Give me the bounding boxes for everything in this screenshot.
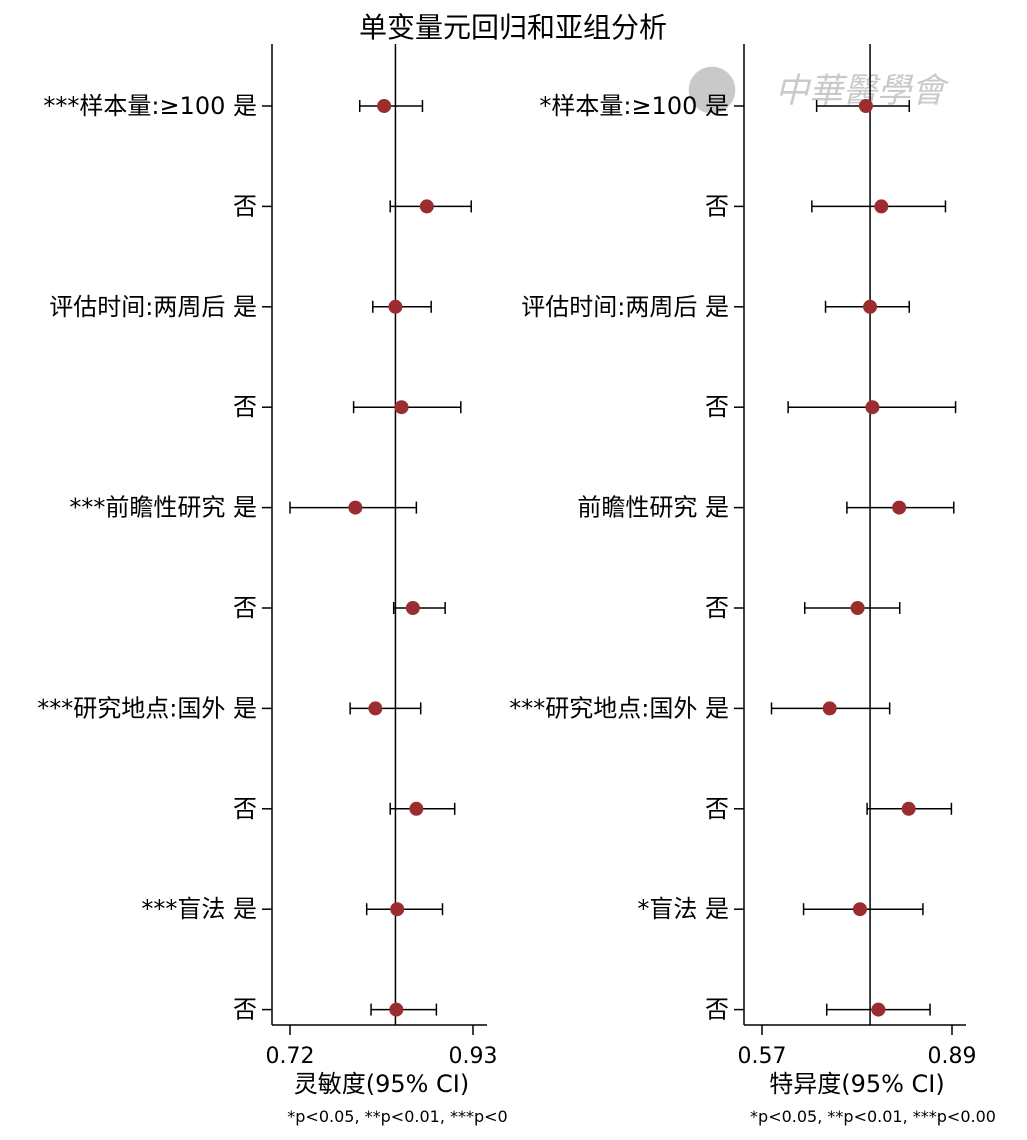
x-axis-label: 特异度(95% CI): [769, 1070, 945, 1098]
significance-footnote: *p<0.05, **p<0.01, ***p<0: [287, 1107, 507, 1126]
point-estimate: [405, 601, 420, 615]
row-label: 否: [233, 795, 257, 823]
row-label: 否: [233, 393, 257, 421]
row-label: 否: [705, 393, 729, 421]
point-estimate: [874, 199, 889, 214]
point-estimate: [865, 400, 880, 415]
point-estimate: [390, 902, 405, 917]
point-estimate: [850, 601, 865, 615]
point-estimate: [871, 1002, 886, 1017]
row-label: 否: [705, 594, 729, 622]
point-estimate: [822, 701, 837, 716]
point-estimate: [348, 500, 363, 515]
row-label: 否: [705, 996, 729, 1024]
point-estimate: [368, 701, 383, 716]
row-label: 评估时间:两周后 是: [521, 293, 729, 321]
row-label: 否: [233, 996, 257, 1024]
chart-title: 单变量元回归和亚组分析: [359, 11, 667, 44]
row-label: ***研究地点:国外 是: [37, 694, 257, 722]
row-label: ***前瞻性研究 是: [69, 494, 257, 522]
x-tick-label: 0.89: [928, 1044, 977, 1069]
watermark-seal-inner-icon: [697, 75, 727, 105]
point-estimate: [892, 500, 907, 515]
significance-footnote: *p<0.05, **p<0.01, ***p<0.00: [750, 1107, 996, 1126]
point-estimate: [419, 199, 434, 214]
x-tick-label: 0.57: [738, 1044, 787, 1069]
row-label: ***盲法 是: [141, 895, 257, 923]
watermark-seal-icon: [688, 66, 736, 114]
point-estimate: [858, 99, 873, 113]
x-tick-label: 0.93: [449, 1044, 498, 1069]
point-estimate: [901, 801, 916, 816]
row-label: 前瞻性研究 是: [577, 494, 729, 522]
row-label: 否: [705, 795, 729, 823]
row-label: ***研究地点:国外 是: [509, 694, 729, 722]
row-label: 否: [233, 594, 257, 622]
point-estimate: [389, 1002, 404, 1017]
point-estimate: [852, 902, 867, 917]
row-label: 评估时间:两周后 是: [49, 293, 257, 321]
x-axis-label: 灵敏度(95% CI): [294, 1070, 470, 1098]
point-estimate: [394, 400, 409, 415]
x-tick-label: 0.72: [266, 1044, 315, 1069]
point-estimate: [388, 299, 403, 314]
row-label: ***样本量:≥100 是: [43, 92, 257, 120]
row-label: 否: [705, 192, 729, 220]
row-label: 否: [233, 192, 257, 220]
point-estimate: [863, 299, 878, 314]
point-estimate: [377, 99, 392, 113]
point-estimate: [409, 801, 424, 816]
row-label: *样本量:≥100 是: [539, 92, 729, 120]
row-label: *盲法 是: [637, 895, 729, 923]
